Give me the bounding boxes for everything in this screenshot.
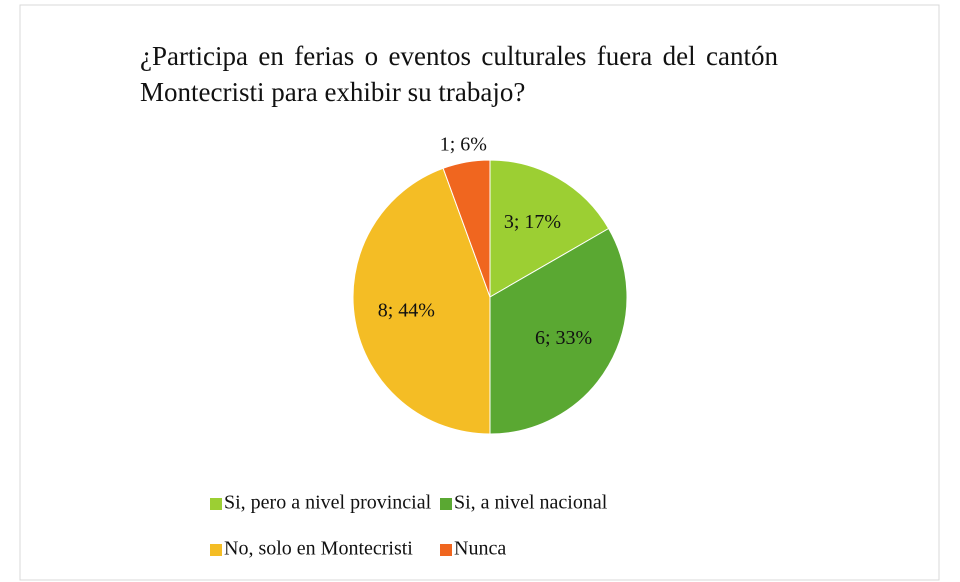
pie-slice — [442, 159, 491, 298]
chart-border — [19, 4, 940, 581]
chart-title: ¿Participa en ferias o eventos culturale… — [140, 41, 778, 107]
legend-label: No, solo en Montecristi — [224, 538, 413, 560]
legend-label: Si, pero a nivel provincial — [224, 492, 432, 514]
pie-slice — [489, 159, 610, 298]
data-label: 6; 33% — [535, 327, 592, 349]
legend-swatch — [210, 498, 222, 510]
data-label: 1; 6% — [440, 133, 487, 155]
data-label: 3; 17% — [504, 211, 561, 233]
legend-swatch — [440, 498, 452, 510]
pie-slice — [489, 227, 628, 435]
legend-label: Si, a nivel nacional — [454, 492, 608, 514]
data-label: 8; 44% — [378, 299, 435, 321]
legend-label: Nunca — [454, 538, 506, 560]
legend-swatch — [210, 544, 222, 556]
legend-swatch — [440, 544, 452, 556]
pie-slice — [352, 167, 491, 435]
